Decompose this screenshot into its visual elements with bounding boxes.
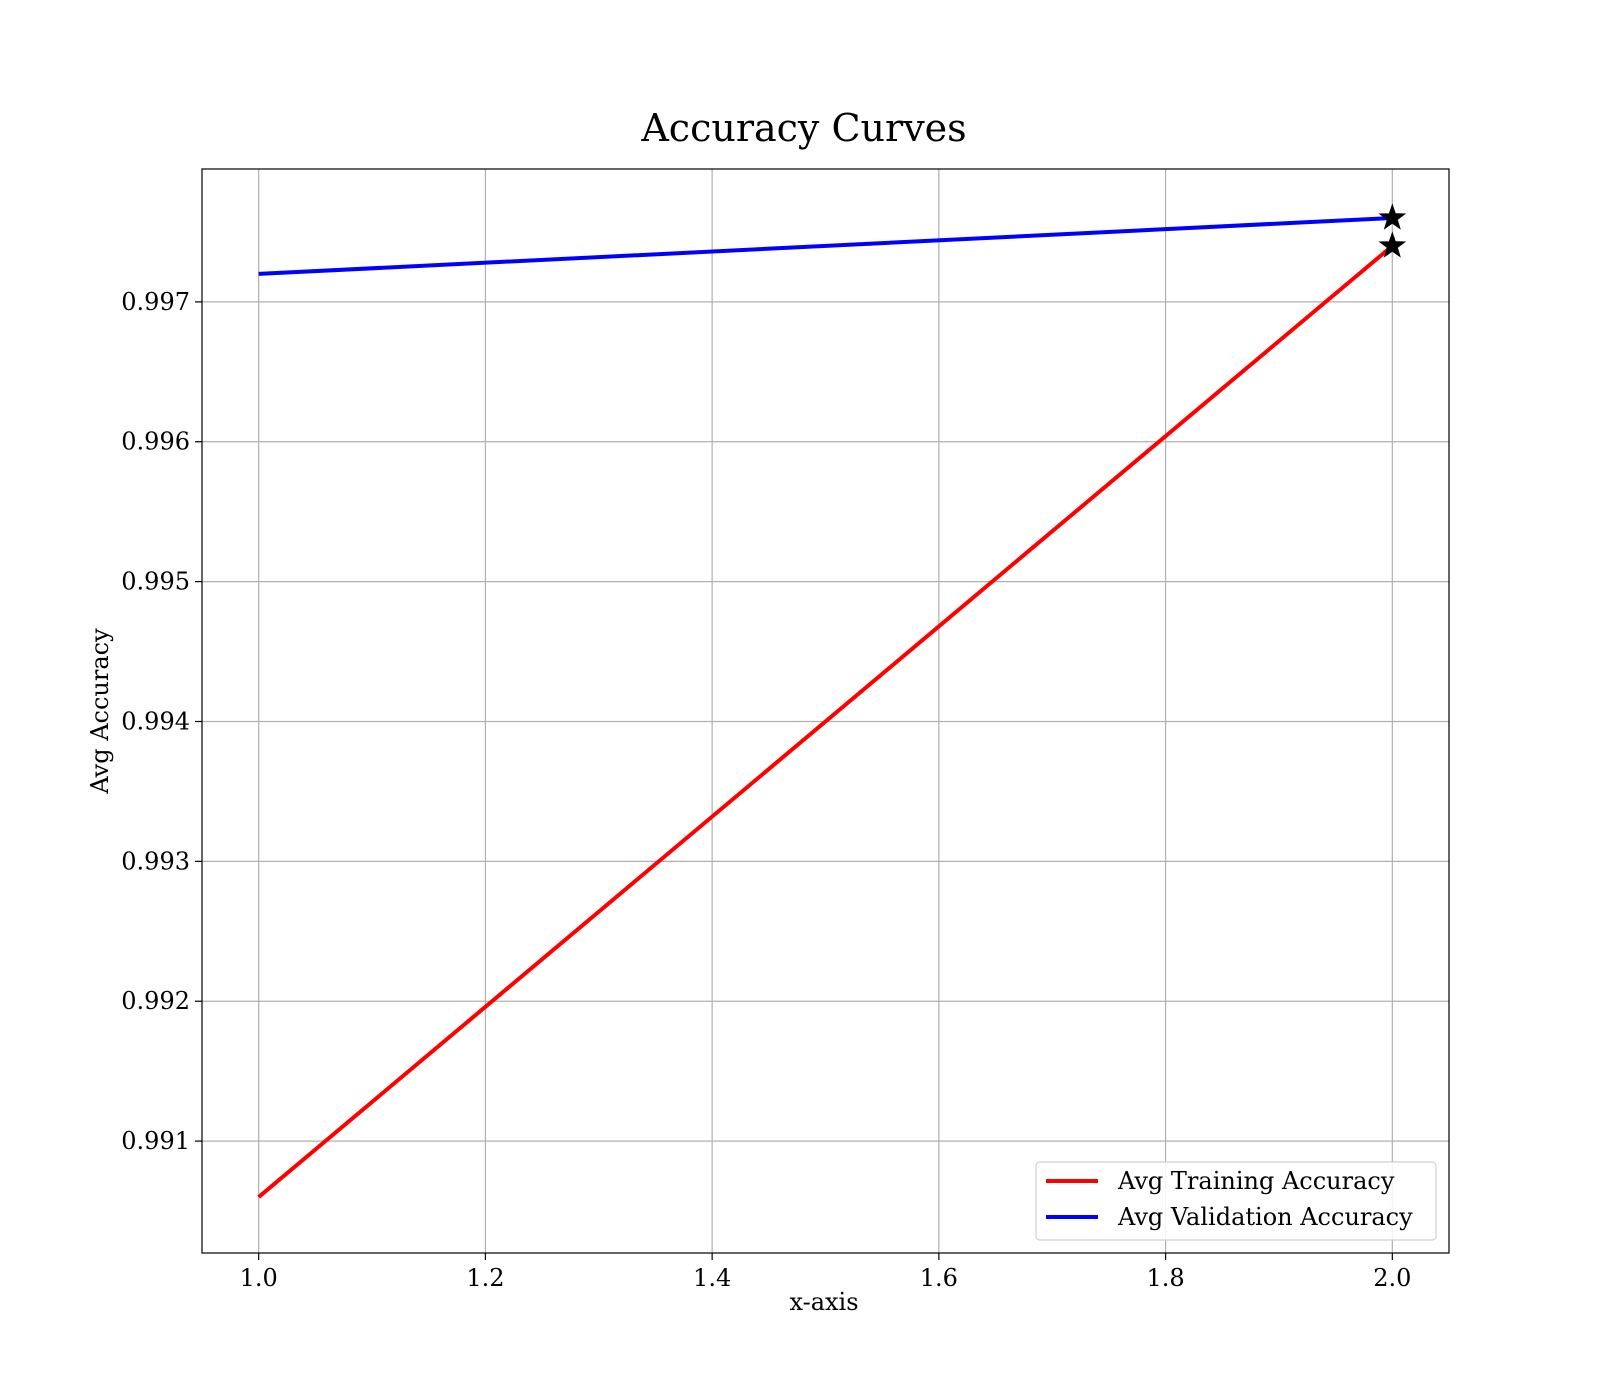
legend-box [1035,1161,1437,1241]
y-tick-label: 0.997 [121,288,190,316]
legend-entry-1: Avg Validation Accuracy [1117,1203,1413,1231]
y-tick-label: 0.991 [121,1127,190,1155]
best-markers [1378,203,1407,258]
x-axis-label: x-axis [789,1288,858,1316]
series-line-0 [257,244,1394,1199]
best-point-star-0 [1378,231,1407,258]
x-tick-label: 1.2 [466,1264,504,1292]
x-tick-label: 1.4 [693,1264,731,1292]
x-ticks: 1.0 1.2 1.4 1.6 1.8 2.0 [240,1253,1411,1292]
chart-title: Accuracy Curves [640,106,966,150]
y-tick-label: 0.996 [121,428,190,456]
y-tick-label: 0.994 [121,707,190,735]
x-tick-label: 1.0 [240,1264,278,1292]
series-lines [257,215,1394,1199]
x-tick-label: 1.8 [1147,1264,1185,1292]
series-line-1 [258,215,1393,276]
y-tick-label: 0.992 [121,987,190,1015]
plot-frame [201,168,1450,1254]
best-point-star-1 [1378,203,1407,230]
y-tick-label: 0.995 [121,568,190,596]
y-tick-label: 0.993 [121,847,190,875]
x-tick-label: 2.0 [1373,1264,1411,1292]
grid [202,169,1449,1253]
y-ticks: 0.991 0.992 0.993 0.994 0.995 0.996 0.997 [121,288,202,1155]
y-axis-label: Avg Accuracy [86,628,114,795]
legend-entry-0: Avg Training Accuracy [1117,1167,1395,1195]
x-tick-label: 1.6 [920,1264,958,1292]
legend: Avg Training Accuracy Avg Validation Accu… [1035,1161,1437,1241]
